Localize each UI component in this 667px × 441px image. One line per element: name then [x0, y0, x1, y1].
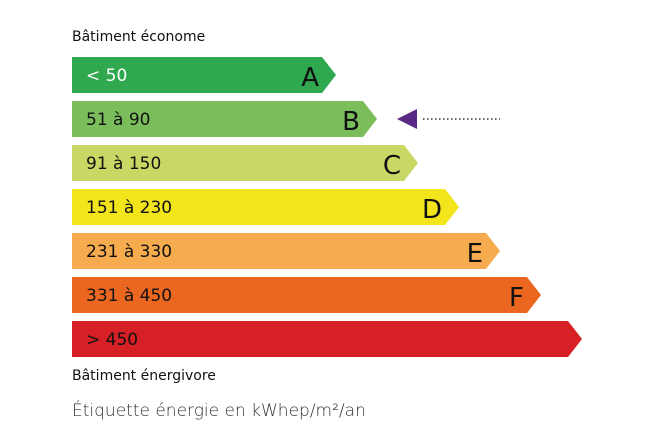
- bar-shape: [72, 101, 377, 137]
- class-bar-E: 231 à 330 E: [72, 233, 500, 269]
- bar-shape: [72, 233, 500, 269]
- bar-shape: [72, 277, 541, 313]
- class-bar-D: 151 à 230 D: [72, 189, 459, 225]
- class-letter: A: [301, 63, 319, 93]
- class-letter: C: [383, 151, 401, 181]
- range-label: 51 à 90: [86, 110, 151, 130]
- class-bar-F: 331 à 450 F: [72, 277, 541, 313]
- current-class-arrow-icon: [397, 109, 417, 129]
- class-letter: B: [342, 107, 360, 137]
- bar-shape: [72, 57, 336, 93]
- range-label: < 50: [86, 66, 127, 86]
- class-bar-C: 91 à 150 C: [72, 145, 418, 181]
- class-bar-G: > 450: [72, 321, 582, 357]
- class-letter: E: [467, 239, 483, 269]
- range-label: 331 à 450: [86, 286, 172, 306]
- top-label: Bâtiment économe: [72, 29, 206, 45]
- range-label: 231 à 330: [86, 242, 172, 262]
- class-bar-A: < 50 A: [72, 57, 336, 93]
- class-letter: F: [509, 283, 524, 313]
- bottom-label: Bâtiment énergivore: [72, 368, 216, 384]
- class-letter: D: [422, 195, 442, 225]
- caption: Étiquette énergie en kWhep/m²/an: [72, 401, 366, 421]
- range-label: 151 à 230: [86, 198, 172, 218]
- bar-shape: [72, 189, 459, 225]
- range-label: > 450: [86, 330, 138, 350]
- bar-shape: [72, 321, 582, 357]
- class-bar-B: 51 à 90 B: [72, 101, 377, 137]
- bar-shape: [72, 145, 418, 181]
- range-label: 91 à 150: [86, 154, 161, 174]
